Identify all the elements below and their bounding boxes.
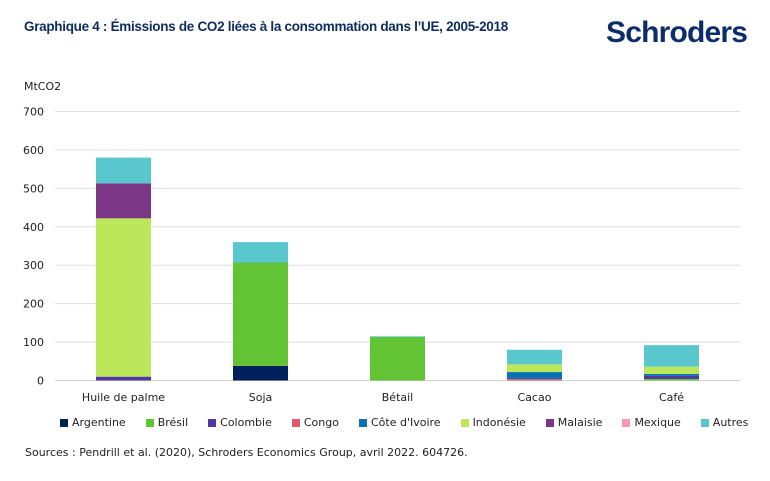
legend-item: Congo [291,416,339,429]
bar-segment [370,336,425,338]
y-axis-label: MtCO2 [24,80,62,93]
source-note: Sources : Pendrill et al. (2020), Schrod… [25,446,468,459]
bar-segment [507,349,562,365]
bar-segment [507,364,562,373]
bar-segment [644,378,699,381]
bar-segment [507,372,562,379]
legend-label: Colombie [220,416,272,429]
y-tick-label: 300 [23,259,44,272]
y-tick-label: 600 [23,144,44,157]
legend-label: Indonésie [472,416,526,429]
bar-segment [233,242,288,263]
x-tick-label: Huile de palme [82,391,165,404]
y-tick-label: 400 [23,221,44,234]
legend: Argentine Brésil Colombie Congo Côte d'Ivoir… [60,416,768,429]
bar-segment [233,262,288,366]
legend-swatch [358,418,367,427]
x-tick-label: Cacao [518,391,552,404]
bar-segment [644,373,699,376]
x-tick-label: Bétail [382,391,413,404]
legend-item: Malaisie [545,416,603,429]
x-tick-labels: Huile de palme Soja Bétail Cacao Café [82,391,684,404]
legend-item: Indonésie [460,416,526,429]
legend-swatch [291,418,300,427]
legend-item: Brésil [145,416,189,429]
legend-item: Côte d'Ivoire [358,416,441,429]
legend-label: Mexique [634,416,681,429]
bar-segment [233,365,288,381]
bar-segment [644,375,699,379]
bar-segment [507,378,562,381]
legend-label: Congo [303,416,339,429]
legend-item: Argentine [60,416,126,429]
legend-swatch [545,418,554,427]
bar-segment [96,157,151,184]
gridlines [55,111,740,381]
legend-item: Autres [700,416,749,429]
legend-label: Brésil [157,416,189,429]
legend-label: Autres [712,416,749,429]
legend-item: Mexique [622,416,681,429]
legend-label: Côte d'Ivoire [370,416,441,429]
legend-label: Argentine [72,416,126,429]
bar-segment [644,366,699,374]
legend-swatch [145,418,154,427]
stacked-bar-chart: 0 100 200 300 400 500 600 700 Huile de palme Soj… [23,106,740,404]
y-tick-label: 700 [23,106,44,119]
bar-segment [96,376,151,381]
legend-swatch [208,418,217,427]
bar-segment [96,218,151,377]
x-tick-label: Soja [249,391,273,404]
legend-swatch [60,418,68,427]
schroders-logo: Schroders [606,16,748,49]
bar-segment [644,345,699,367]
x-tick-label: Café [659,391,684,404]
y-tick-label: 100 [23,336,44,349]
legend-label: Malaisie [557,416,603,429]
legend-swatch [622,418,631,427]
chart-title: Graphique 4 : Émissions de CO2 liées à l… [24,19,508,34]
y-tick-label: 500 [23,182,44,195]
y-tick-label: 0 [37,375,44,388]
legend-swatch [700,418,709,427]
legend-item: Colombie [208,416,272,429]
y-tick-label: 200 [23,298,44,311]
bars [96,157,699,381]
legend-swatch [460,418,469,427]
bar-segment [370,336,425,381]
bar-segment [96,183,151,219]
y-tick-labels: 0 100 200 300 400 500 600 700 [23,106,44,388]
